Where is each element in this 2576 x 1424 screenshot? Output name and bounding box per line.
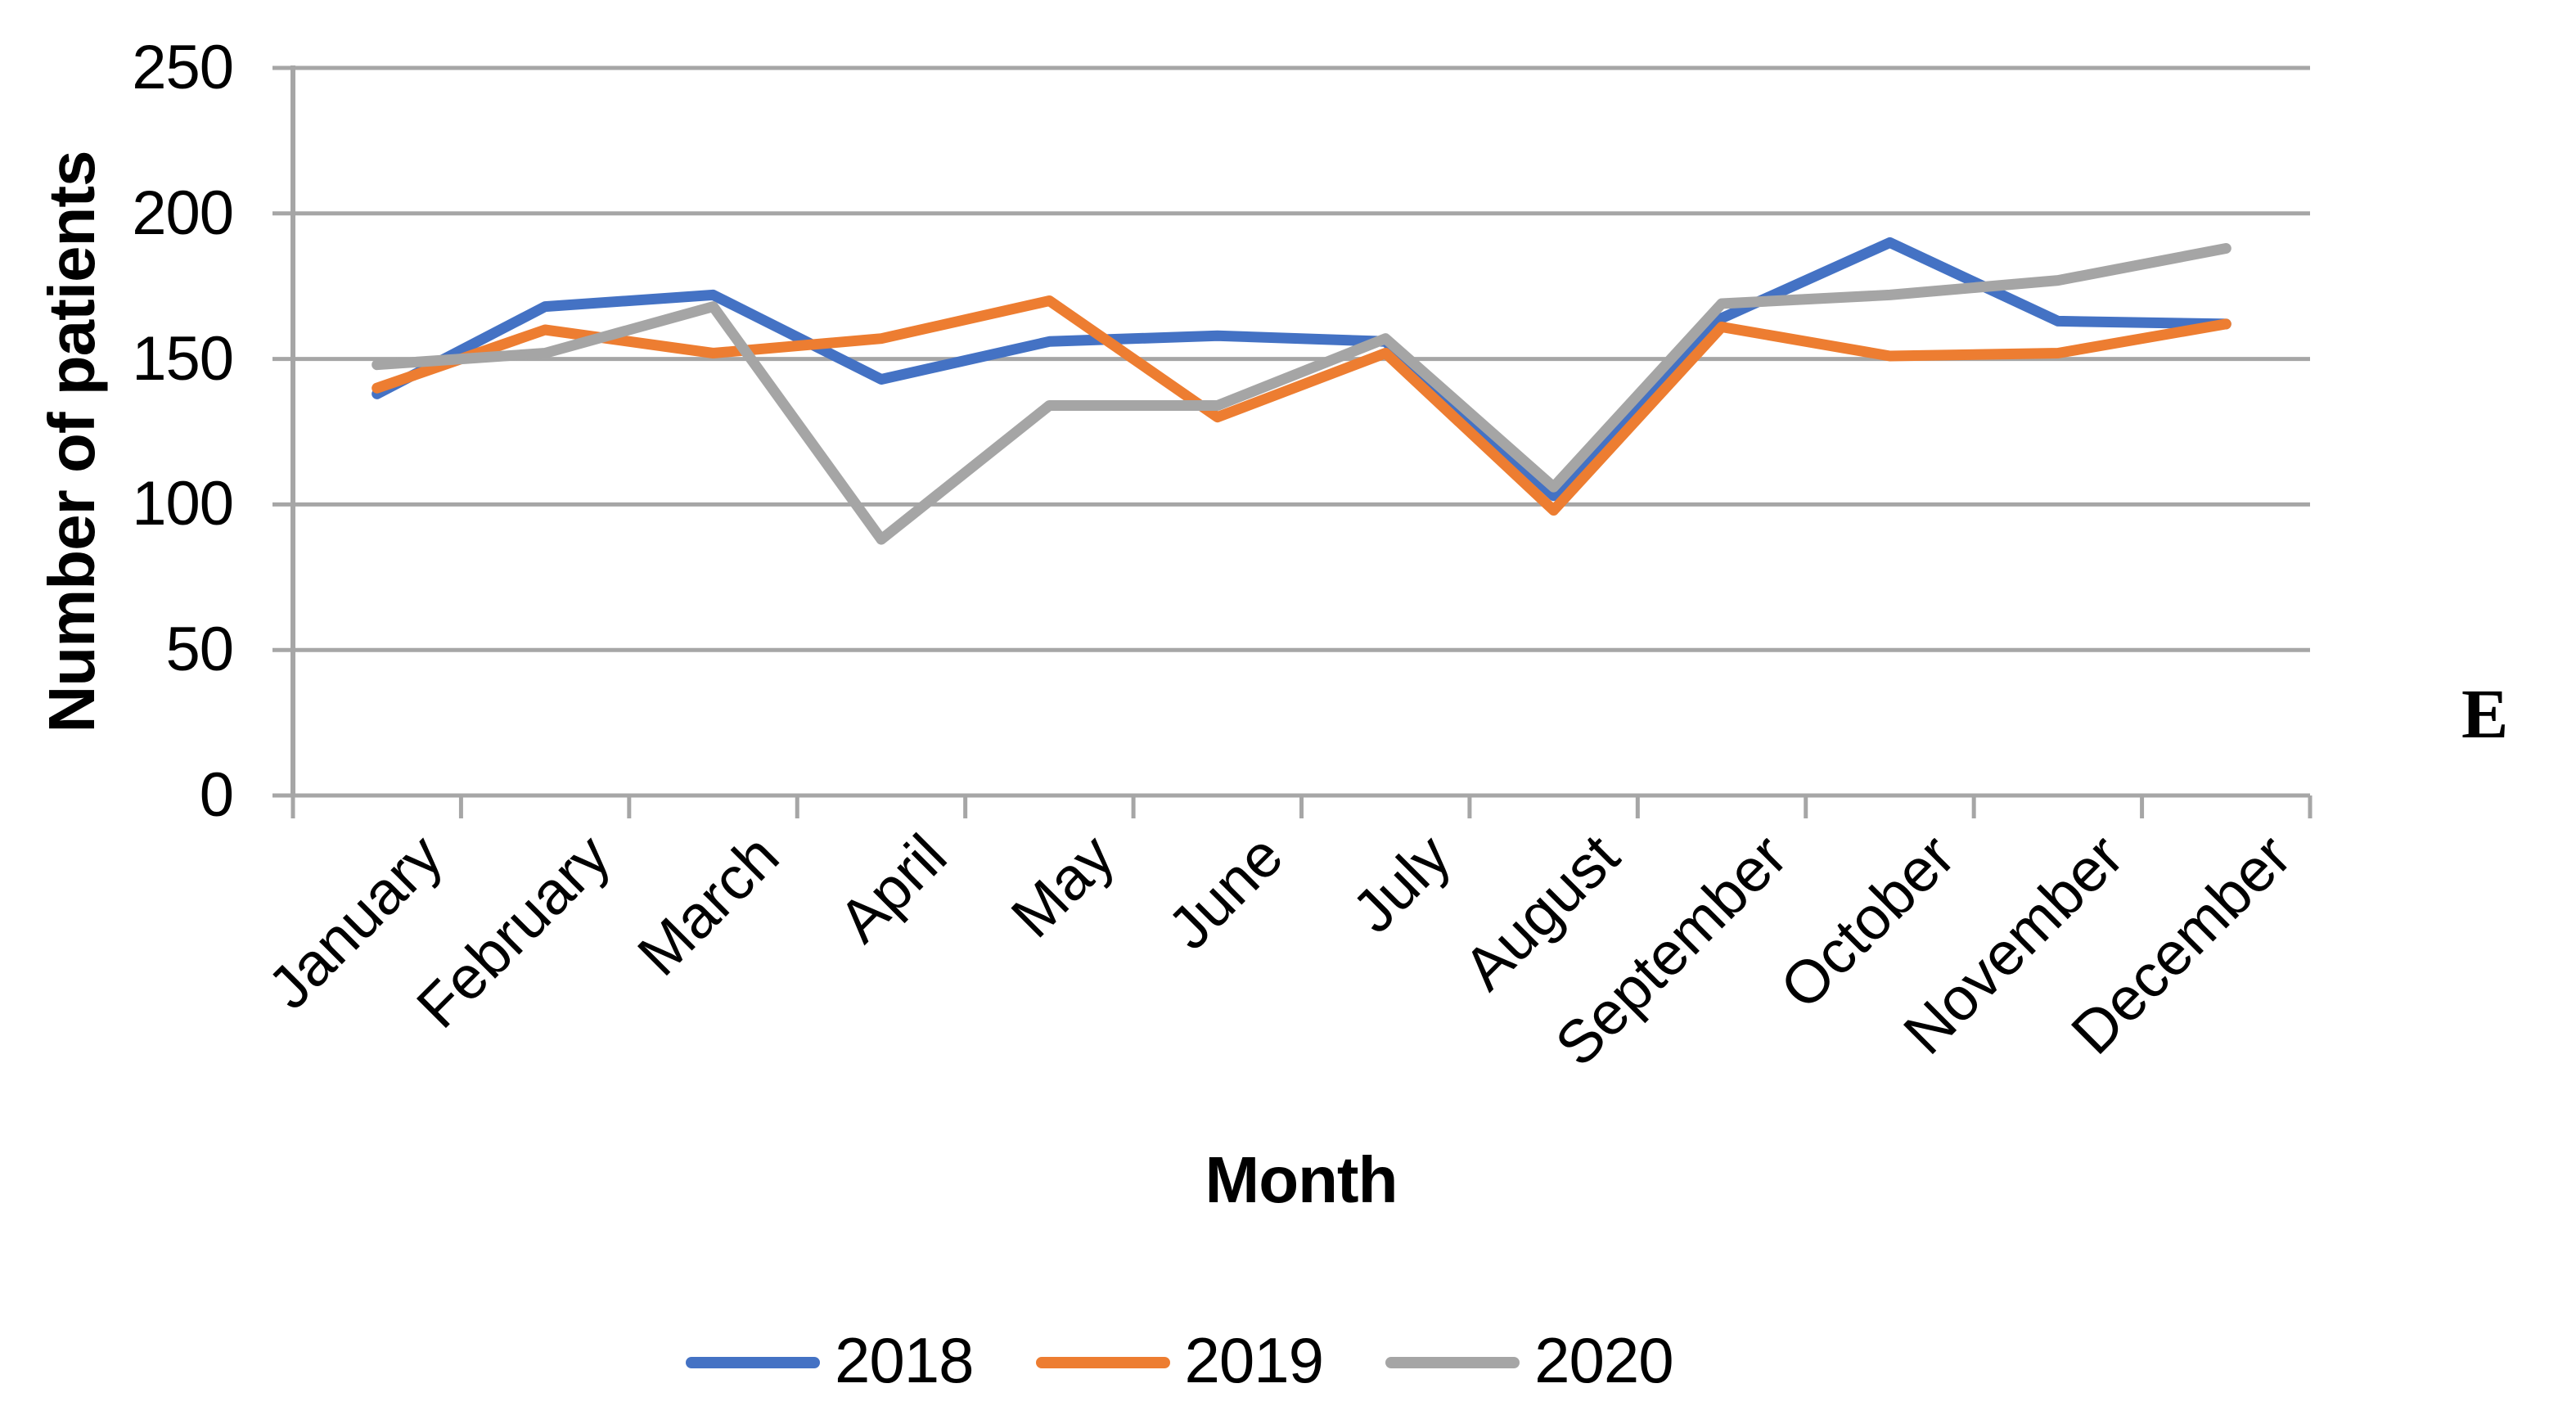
legend-label: 2019 (1184, 1324, 1325, 1396)
y-tick-label-200: 200 (132, 178, 234, 248)
y-tick-label-50: 50 (165, 615, 234, 685)
legend-label: 2020 (1534, 1324, 1674, 1396)
y-tick-label-150: 150 (132, 323, 234, 394)
series-line-2019 (372, 295, 2231, 516)
legend-item-2020: 2020 (1385, 1324, 1674, 1397)
x-axis-title: Month (1205, 1143, 1398, 1216)
series-line-2018 (372, 237, 2231, 502)
legend-line-swatch-2018 (686, 1357, 820, 1368)
legend-item-2019: 2019 (1035, 1324, 1325, 1397)
series-line-2020 (372, 243, 2231, 545)
legend-label: 2018 (835, 1324, 975, 1396)
y-tick-label-100: 100 (132, 469, 234, 539)
y-tick-label-0: 0 (199, 760, 234, 830)
panel-label: E (2461, 674, 2509, 753)
legend-line-swatch-2020 (1385, 1357, 1520, 1368)
legend: 2018 2019 2020 (686, 1319, 1674, 1406)
y-tick-label-250: 250 (132, 33, 234, 102)
legend-item-2018: 2018 (686, 1324, 975, 1397)
legend-line-swatch-2019 (1035, 1357, 1170, 1368)
